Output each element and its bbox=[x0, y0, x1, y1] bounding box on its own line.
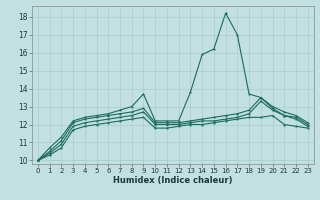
X-axis label: Humidex (Indice chaleur): Humidex (Indice chaleur) bbox=[113, 176, 233, 185]
